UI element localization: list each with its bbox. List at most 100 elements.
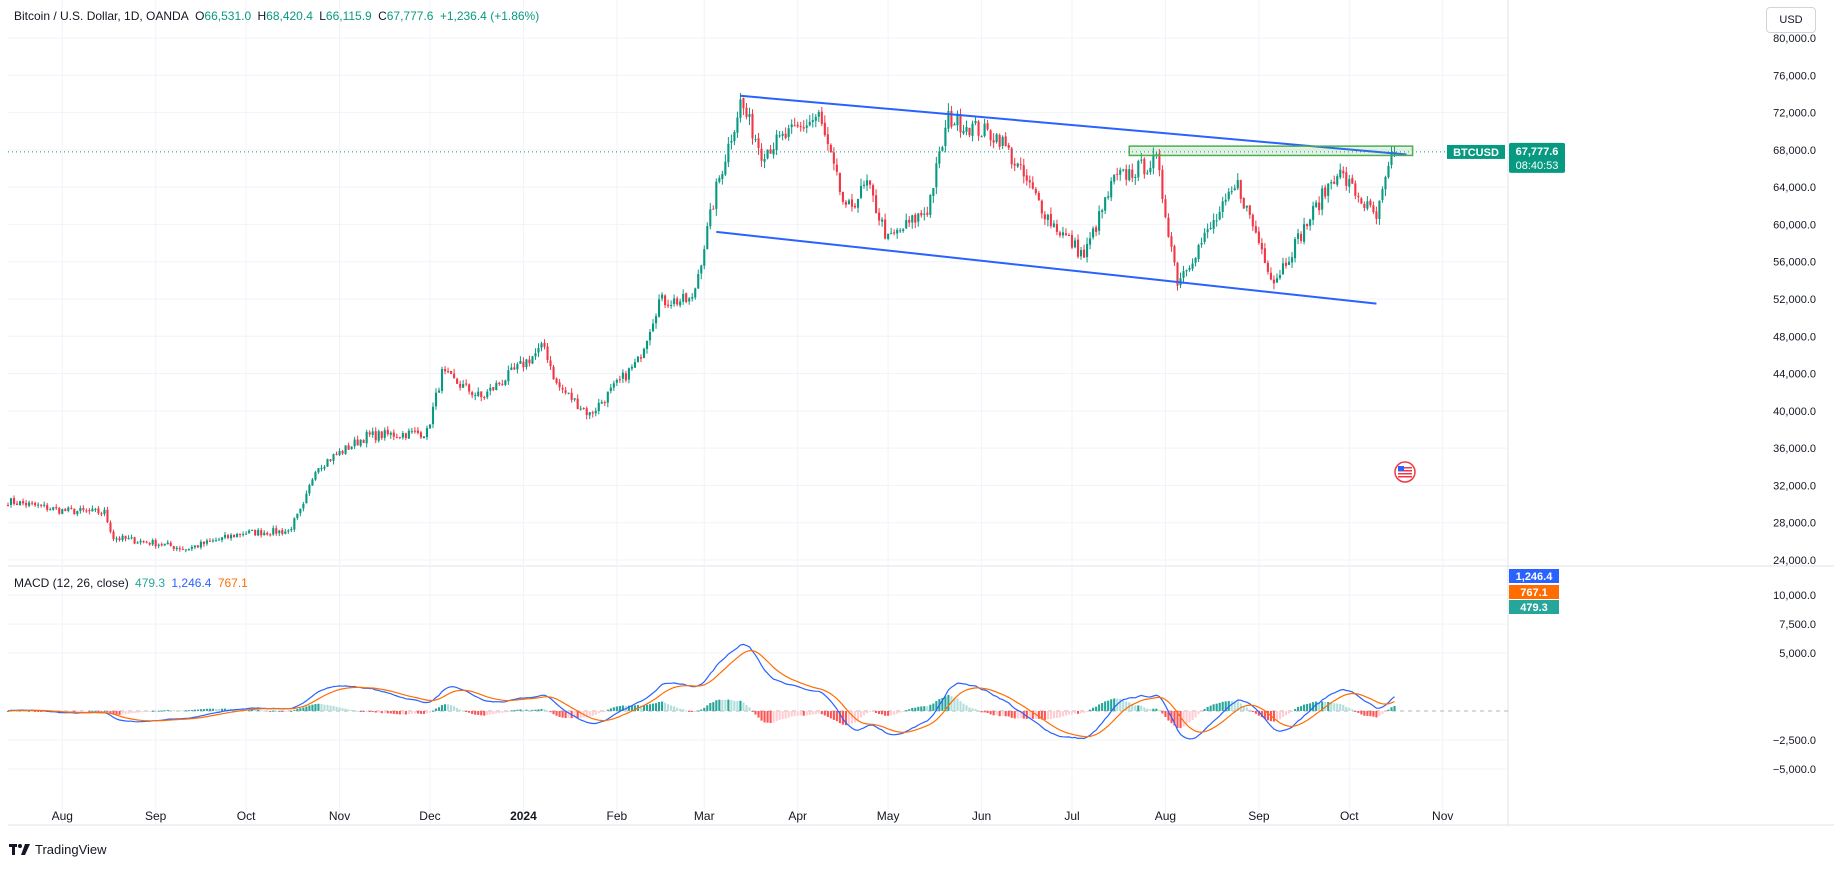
macd-hist-bar [1221, 701, 1224, 711]
currency-button[interactable]: USD [1766, 7, 1816, 33]
candle-down [31, 500, 34, 506]
candle-down [260, 528, 263, 538]
macd-hist-bar [1354, 710, 1357, 712]
candle-body [841, 191, 844, 202]
macd-hist-bar [525, 709, 528, 711]
candle-down [820, 107, 823, 127]
macd-hist-bar [775, 710, 778, 722]
candle-body [1149, 167, 1152, 173]
candle-body [862, 184, 866, 186]
candle-body [974, 121, 977, 124]
price-legend: Bitcoin / U.S. Dollar, 1D, OANDA O66,531… [14, 9, 542, 23]
candle-up [1339, 163, 1342, 180]
macd-hist-bar [953, 697, 956, 711]
candle-down [1019, 157, 1022, 170]
candle-up [691, 293, 694, 302]
candle-down [368, 430, 371, 438]
candle-body [645, 340, 649, 349]
macd-hist-bar [275, 710, 278, 712]
candle-body [211, 540, 215, 542]
candle-up [1191, 258, 1194, 272]
macd-hist-bar [784, 710, 787, 719]
macd-hist-bar [944, 696, 947, 711]
macd-hist-bar [1001, 710, 1004, 716]
macd-hist-bar [1209, 705, 1212, 711]
candle-body [603, 402, 606, 404]
candle-down [546, 342, 549, 363]
candle-body [914, 214, 917, 223]
candle-down [1354, 180, 1357, 200]
candle-down [513, 363, 516, 371]
candle-body [1218, 211, 1221, 220]
candle-down [549, 356, 552, 370]
candle-up [890, 227, 893, 235]
candle-up [537, 343, 540, 358]
candle-up [923, 207, 926, 221]
candle-up [579, 405, 582, 411]
candle-up [67, 506, 70, 513]
candle-up [1113, 174, 1116, 185]
candle-down [85, 508, 88, 513]
candle-body [591, 412, 594, 414]
price-tick-label: 32,000.0 [1773, 480, 1816, 492]
candle-body [19, 501, 22, 506]
candle-body [94, 508, 97, 510]
candle-body [1022, 165, 1025, 177]
candle-body [1278, 275, 1282, 278]
macd-hist-bar [682, 709, 685, 711]
macd-hist-bar [22, 710, 25, 712]
candle-body [968, 127, 971, 136]
candle-body [157, 544, 160, 546]
candle-body [664, 295, 667, 306]
candle-body [136, 542, 139, 544]
candle-body [49, 509, 52, 511]
macd-hist-bar [320, 704, 323, 711]
macd-hist-bar [537, 709, 540, 711]
candle-body [865, 180, 869, 186]
macd-hist-bar [1321, 701, 1324, 711]
candle-up [654, 313, 658, 329]
candle-down [576, 394, 579, 410]
macd-hist-bar [136, 710, 139, 713]
macd-hist-bar [175, 710, 178, 712]
macd-hist-bar [214, 708, 218, 711]
macd-hist-bar [187, 710, 190, 712]
candle-down [413, 427, 416, 434]
macd-hist-bar [341, 708, 344, 711]
candle-body [184, 549, 187, 551]
tradingview-logo[interactable]: TradingView [9, 842, 107, 857]
candle-body [28, 502, 31, 506]
candle-up [706, 222, 709, 250]
macd-hist-bar [317, 703, 320, 711]
macd-hist-bar [1390, 707, 1393, 711]
candle-body [214, 540, 218, 542]
candle-body [1303, 224, 1306, 242]
macd-hist-bar [787, 710, 790, 718]
macd-hist-bar [751, 710, 754, 712]
candle-down [893, 229, 896, 236]
candle-up [651, 319, 655, 333]
candle-body [12, 498, 16, 504]
macd-hist-bar [169, 709, 172, 711]
candle-body [422, 436, 426, 439]
candle-down [1022, 158, 1025, 184]
candle-up [896, 227, 899, 239]
candle-body [326, 459, 329, 467]
candle-down [133, 536, 136, 545]
candle-down [1363, 201, 1366, 212]
macd-hist-bar [956, 698, 959, 711]
candle-body [504, 380, 507, 385]
macd-hist-bar [856, 710, 860, 721]
candle-up [1079, 246, 1083, 260]
time-tick-label: Apr [788, 809, 807, 823]
candle-up [606, 391, 609, 408]
candle-up [1212, 213, 1215, 234]
candle-body [1309, 219, 1312, 226]
candle-up [199, 539, 202, 550]
candle-body [627, 368, 630, 380]
candle-body [477, 391, 480, 396]
macd-signal-tag [1509, 585, 1559, 599]
candle-body [739, 99, 742, 118]
candle-body [1019, 164, 1022, 166]
